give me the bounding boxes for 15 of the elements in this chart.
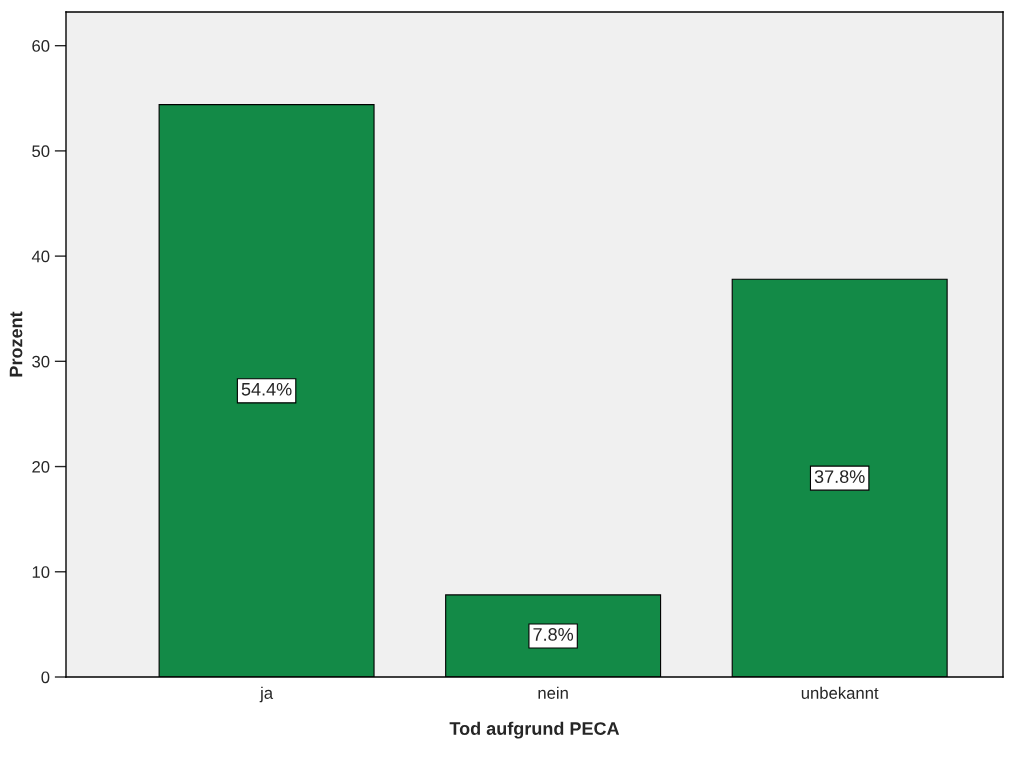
y-tick-label: 30 — [32, 355, 50, 368]
x-axis-title: Tod aufgrund PECA — [449, 721, 620, 739]
x-tick-label: nein — [538, 686, 568, 699]
y-tick-label: 20 — [32, 460, 50, 473]
x-tick-label: unbekannt — [801, 686, 879, 699]
y-tick-label: 10 — [32, 566, 50, 578]
y-tick-label: 0 — [41, 671, 50, 684]
x-tick-label: ja — [259, 686, 274, 703]
y-tick-label: 50 — [32, 145, 50, 158]
y-tick-label: 40 — [31, 250, 50, 263]
data-label: 54.4% — [241, 382, 292, 396]
y-tick-label: 60 — [32, 40, 50, 52]
data-label: 37.8% — [814, 470, 865, 483]
y-axis-title: Prozent — [9, 311, 23, 377]
data-label: 7.8% — [533, 628, 574, 641]
